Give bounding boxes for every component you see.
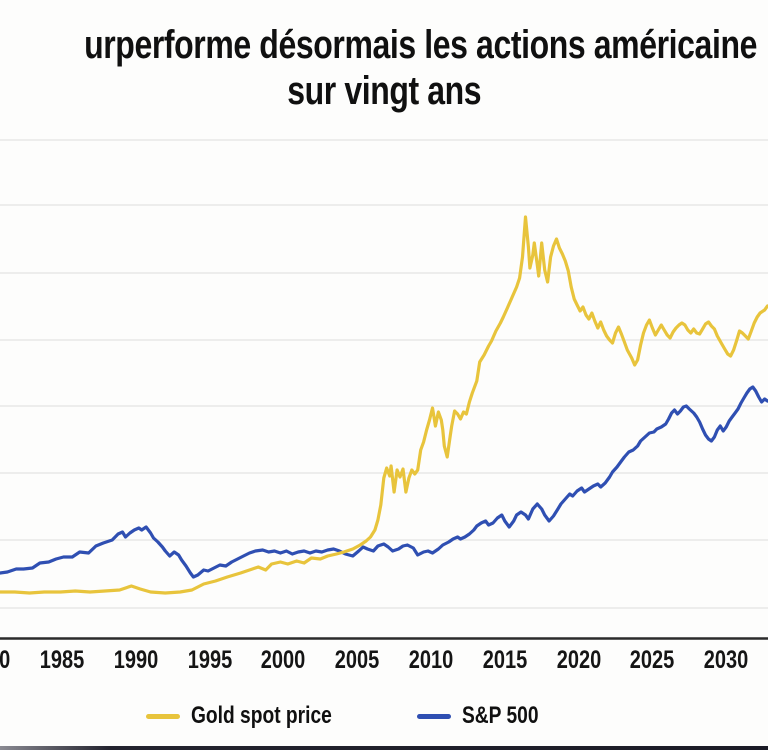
- x-tick-label-1990: 1990: [113, 646, 159, 674]
- x-tick-label-2015: 2015: [482, 646, 528, 674]
- x-tick-label-2010: 2010: [408, 646, 454, 674]
- bottom-edge-bar: [0, 746, 768, 750]
- series-line-gold-spot-price: [0, 215, 768, 595]
- x-tick-label-2025: 2025: [630, 646, 675, 674]
- gold-legend-dash-icon: [146, 713, 180, 719]
- x-tick-label-1995: 1995: [187, 646, 232, 674]
- legend-label-sp500: S&P 500: [462, 702, 539, 729]
- chart-legend: Gold spot price S&P 500: [0, 701, 768, 733]
- chart-title-line1: urperforme désormais les actions américa…: [84, 23, 757, 67]
- legend-label-gold: Gold spot price: [191, 702, 332, 729]
- x-tick-label-2005: 2005: [334, 646, 380, 674]
- x-tick-label-2030: 2030: [703, 646, 749, 674]
- x-tick-label-2020: 2020: [556, 646, 601, 674]
- x-tick-label-1985: 1985: [39, 646, 85, 674]
- chart-title: urperforme désormais les actions américa…: [0, 22, 768, 114]
- series-line-s-p-500: [0, 385, 768, 579]
- legend-item-gold: Gold spot price: [146, 701, 367, 731]
- x-axis-tick-labels: 1980 1985 1990 1995 2000 2005 2010 2015 2020 2025…: [0, 646, 768, 674]
- sp500-legend-dash-icon: [417, 713, 451, 719]
- legend-item-sp500: S&P 500: [417, 701, 558, 731]
- x-tick-label-1980: 1980: [0, 646, 11, 674]
- chart-title-line2: sur vingt ans: [287, 69, 481, 113]
- x-tick-label-2000: 2000: [261, 646, 306, 674]
